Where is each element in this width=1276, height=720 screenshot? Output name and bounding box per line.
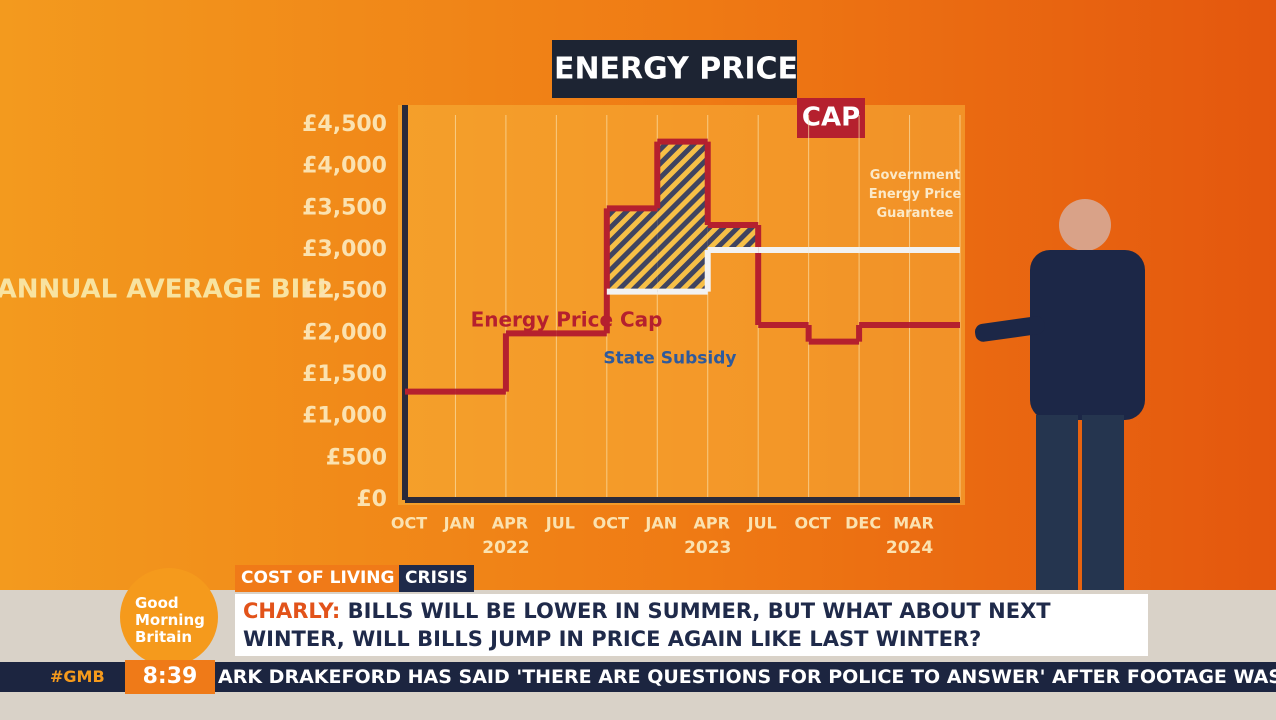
x-tick-label: JAN xyxy=(443,514,476,533)
clock: 8:39 xyxy=(125,660,215,694)
chart-title: ENERGY PRICE xyxy=(554,52,798,87)
strap: COST OF LIVING xyxy=(235,565,401,592)
year-label: 2022 xyxy=(482,538,529,558)
logo xyxy=(120,568,218,666)
logo-line: Good xyxy=(135,594,179,612)
year-label: 2024 xyxy=(886,538,933,558)
logo-text: Good Morning Britain xyxy=(135,595,205,646)
x-tick-label: APR xyxy=(492,514,528,533)
headline-line: WINTER, WILL BILLS JUMP IN PRICE AGAIN L… xyxy=(243,627,982,651)
y-tick-label: £3,000 xyxy=(302,237,387,262)
presenter xyxy=(974,199,1145,590)
x-tick-label: JAN xyxy=(644,514,677,533)
series-label: Energy Price Cap xyxy=(471,307,663,331)
headline-box xyxy=(235,594,1148,656)
headline-text: BILLS WILL BE LOWER IN SUMMER, BUT WHAT … xyxy=(347,599,1051,623)
x-tick-label: DEC xyxy=(845,514,881,533)
x-tick-label: OCT xyxy=(391,514,427,533)
subsidy-hatch xyxy=(606,208,658,292)
subsidy-hatch xyxy=(707,225,759,250)
logo-line: Morning xyxy=(135,611,205,629)
year-label: 2023 xyxy=(684,538,731,558)
y-tick-label: £2,500 xyxy=(302,279,387,304)
y-tick-label: £1,500 xyxy=(302,362,387,387)
x-tick-label: APR xyxy=(694,514,730,533)
y-tick-label: £2,000 xyxy=(302,320,387,345)
headline-speaker: CHARLY: xyxy=(243,599,341,623)
headline-line: CHARLY: BILLS WILL BE LOWER IN SUMMER, B… xyxy=(243,597,1051,625)
headline: CHARLY: BILLS WILL BE LOWER IN SUMMER, B… xyxy=(243,597,1051,653)
y-tick-label: £1,000 xyxy=(302,404,387,429)
chart-title-highlight: CAP xyxy=(802,103,860,133)
x-tick-label: OCT xyxy=(795,514,831,533)
strap-highlight: CRISIS xyxy=(399,565,474,592)
subsidy-hatch xyxy=(657,141,708,292)
series-label: Government Energy Price Guarantee xyxy=(869,168,962,221)
hashtag: #GMB xyxy=(50,667,105,686)
x-tick-label: JUL xyxy=(747,514,777,533)
ticker-text: ARK DRAKEFORD HAS SAID 'THERE ARE QUESTI… xyxy=(218,666,1276,688)
y-tick-label: £4,000 xyxy=(302,154,387,179)
y-tick-label: £500 xyxy=(326,445,387,470)
annotation: State Subsidy xyxy=(603,348,736,368)
y-axis-title: ANNUAL AVERAGE BILL xyxy=(0,275,333,305)
y-tick-label: £0 xyxy=(356,487,387,512)
logo-line: Britain xyxy=(135,628,193,646)
y-tick-label: £4,500 xyxy=(302,112,387,137)
x-tick-label: JUL xyxy=(545,514,575,533)
y-tick-label: £3,500 xyxy=(302,195,387,220)
title-box xyxy=(552,40,797,98)
x-tick-label: MAR xyxy=(893,514,934,533)
x-tick-label: OCT xyxy=(593,514,629,533)
